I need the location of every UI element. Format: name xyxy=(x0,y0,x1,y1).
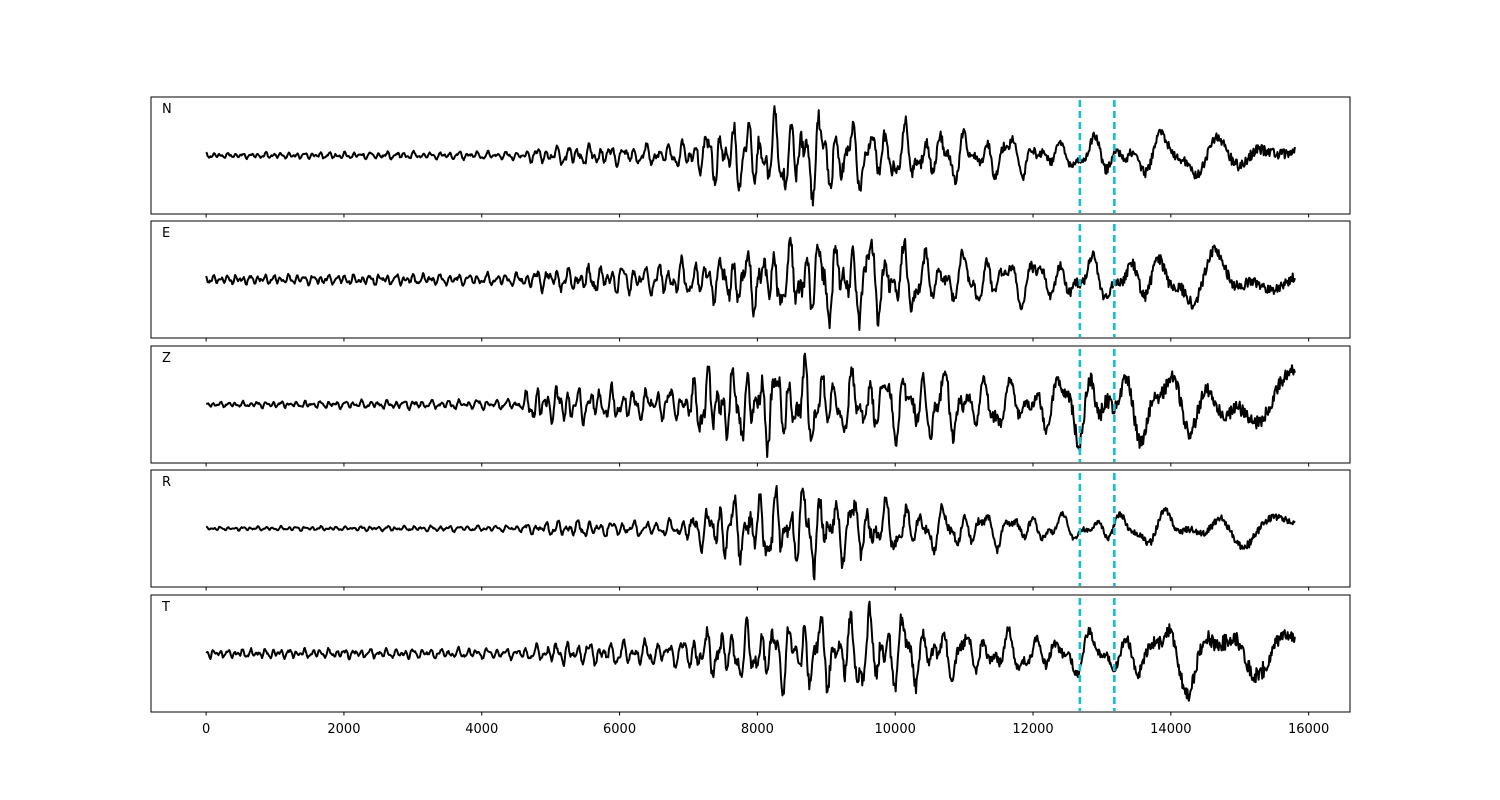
panel-label: E xyxy=(162,226,170,241)
panel-n: N xyxy=(150,96,1351,218)
waveform-trace-n xyxy=(205,105,1296,207)
waveform-trace-z xyxy=(205,352,1296,458)
panel-z: Z xyxy=(150,345,1351,467)
panel-frame xyxy=(150,469,1351,588)
x-tick-label: 4000 xyxy=(465,722,498,737)
panel-e: E xyxy=(150,220,1351,342)
panel-label: R xyxy=(162,475,171,490)
panels-group: N E Z R T xyxy=(150,96,1351,716)
panel-frame xyxy=(150,345,1351,464)
panel-frame xyxy=(150,96,1351,215)
panel-label: Z xyxy=(162,351,171,366)
panel-label: N xyxy=(162,102,172,117)
x-axis: 0 2000 4000 6000 8000 10000 12000 14000 16000 xyxy=(202,722,1329,737)
panel-r: R xyxy=(150,469,1351,591)
waveform-trace-r xyxy=(205,484,1296,581)
x-tick-label: 10000 xyxy=(875,722,916,737)
x-tick-label: 14000 xyxy=(1150,722,1191,737)
panel-frame xyxy=(150,594,1351,713)
waveform-trace-t xyxy=(205,600,1296,702)
x-tick-label: 2000 xyxy=(327,722,360,737)
waveform-trace-e xyxy=(205,236,1296,331)
panel-label: T xyxy=(161,600,170,615)
x-tick-label: 8000 xyxy=(741,722,774,737)
x-tick-label: 0 xyxy=(202,722,210,737)
x-tick-label: 6000 xyxy=(603,722,636,737)
panel-frame xyxy=(150,220,1351,339)
panel-t: T xyxy=(150,594,1351,716)
x-tick-label: 12000 xyxy=(1012,722,1053,737)
x-tick-label: 16000 xyxy=(1288,722,1329,737)
